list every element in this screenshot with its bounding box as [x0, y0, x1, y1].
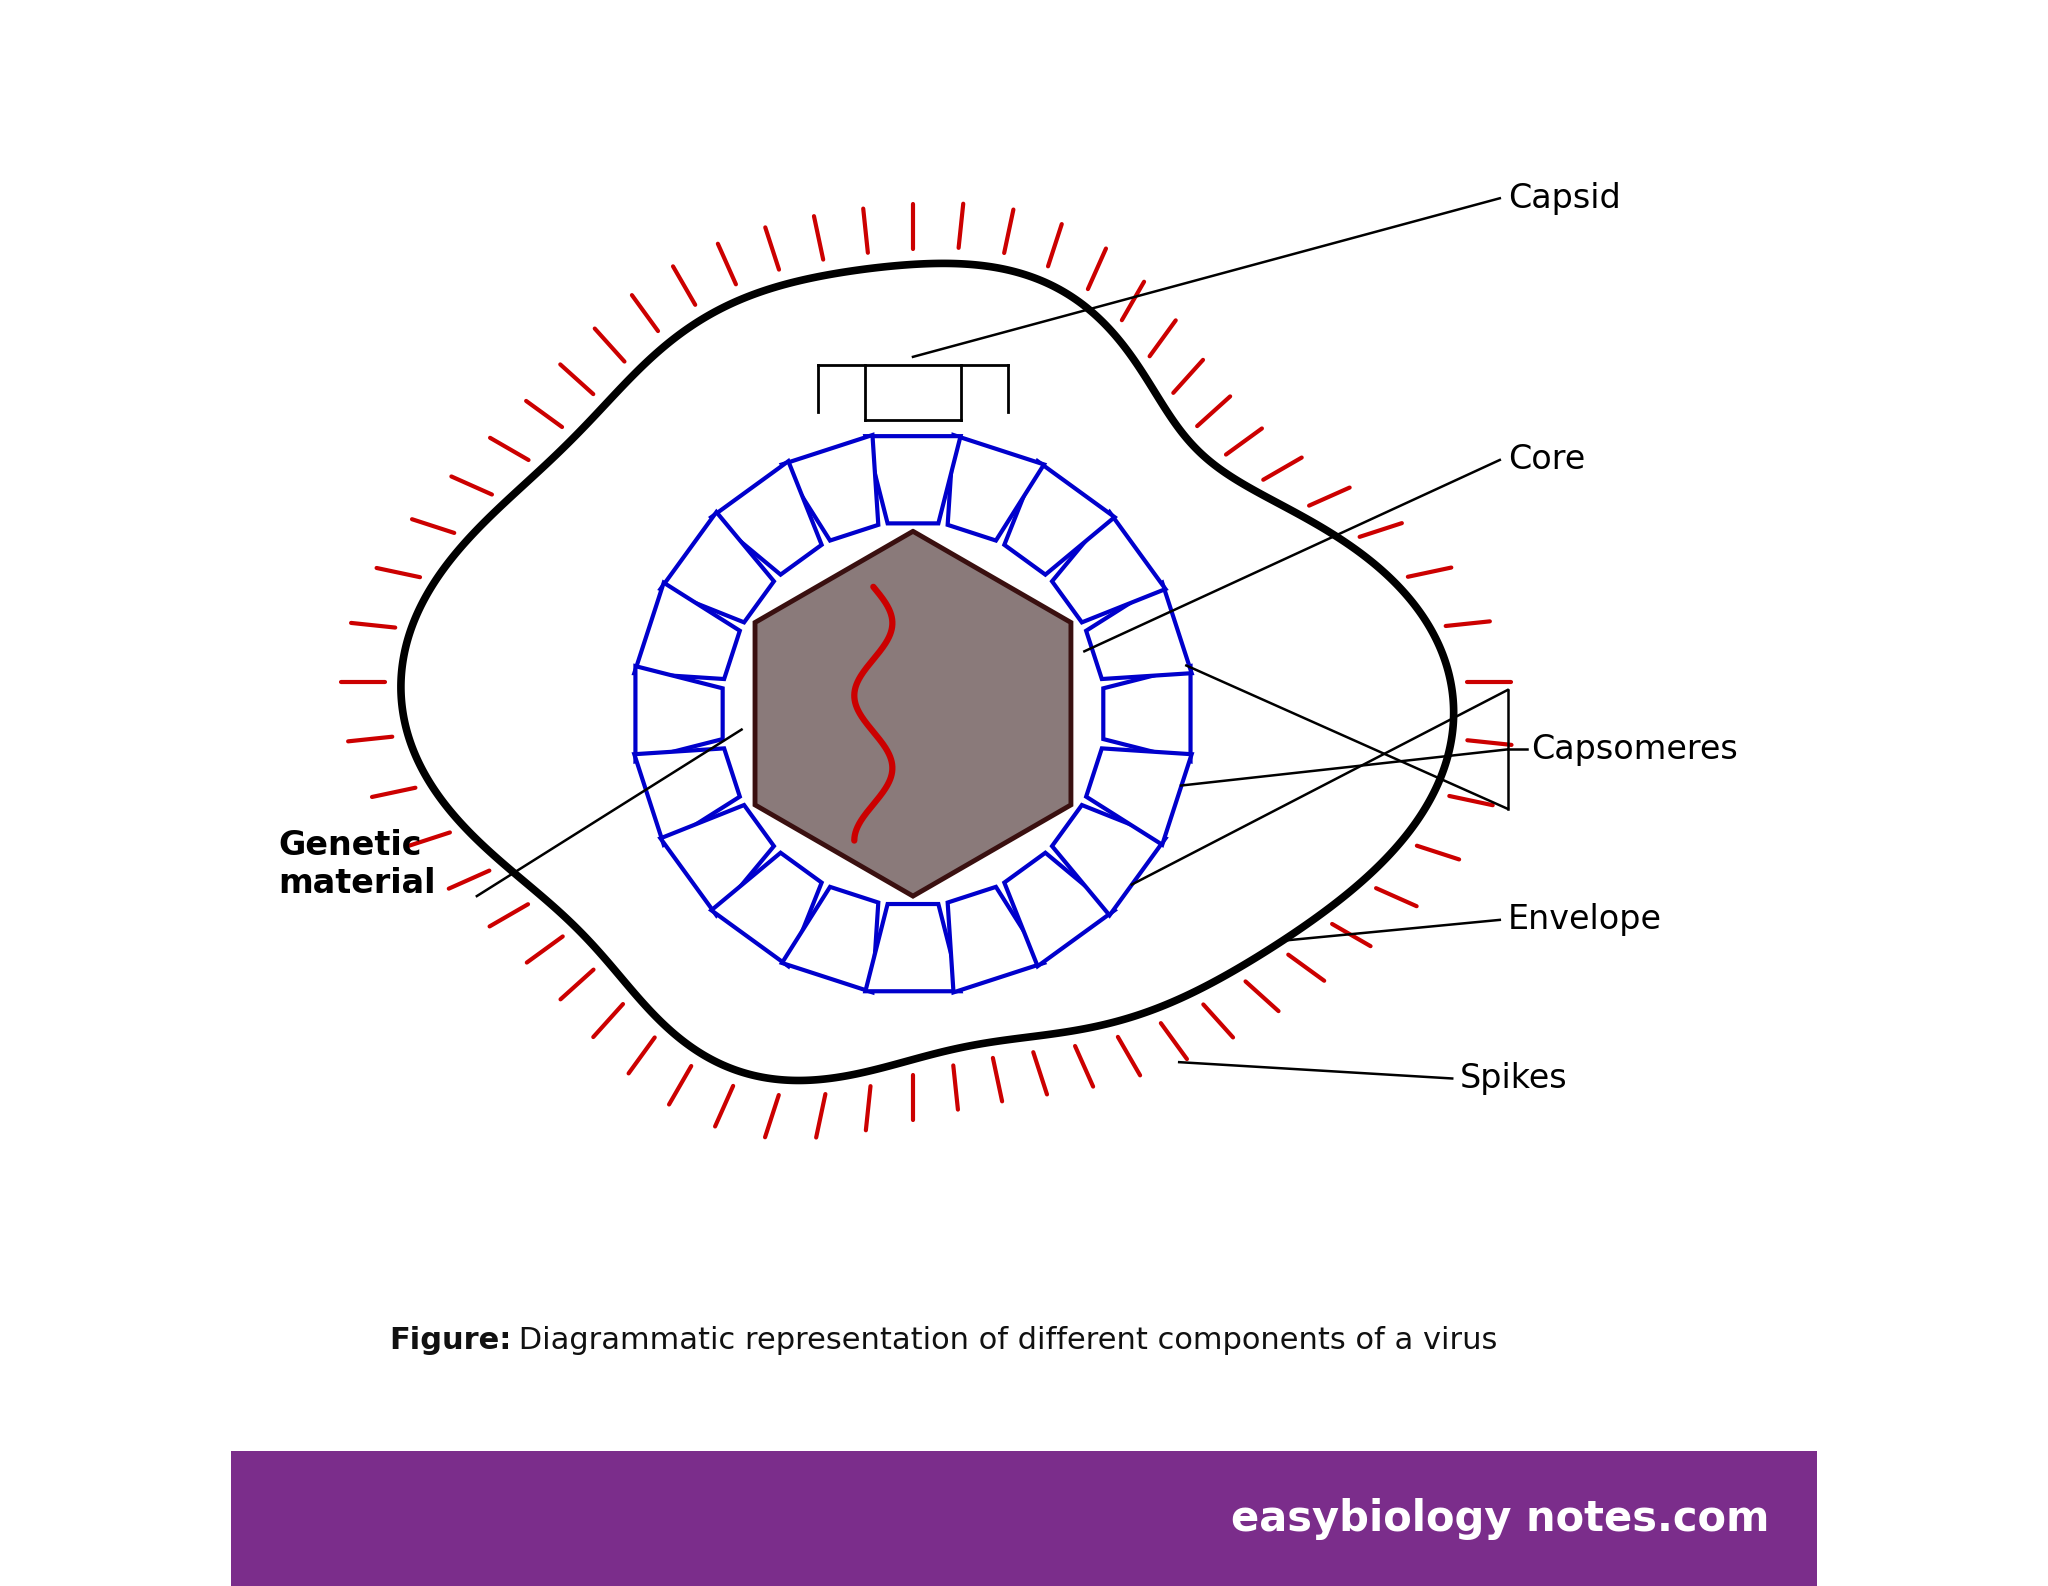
Text: Spikes: Spikes — [1460, 1063, 1569, 1094]
Polygon shape — [1085, 582, 1192, 679]
Text: easybiology notes.com: easybiology notes.com — [1231, 1497, 1769, 1540]
Polygon shape — [866, 436, 961, 523]
Text: Diagrammatic representation of different components of a virus: Diagrammatic representation of different… — [508, 1326, 1497, 1354]
Polygon shape — [782, 435, 879, 541]
Polygon shape — [1004, 853, 1114, 966]
Polygon shape — [1085, 749, 1192, 845]
Text: Genetic
material: Genetic material — [279, 829, 436, 899]
Polygon shape — [866, 904, 961, 991]
Polygon shape — [948, 435, 1044, 541]
Text: Envelope: Envelope — [1507, 904, 1661, 936]
Polygon shape — [1053, 512, 1165, 622]
Text: Core: Core — [1507, 444, 1585, 476]
Text: Capsomeres: Capsomeres — [1532, 733, 1739, 766]
Polygon shape — [635, 749, 739, 845]
Text: Figure:: Figure: — [389, 1326, 512, 1354]
Polygon shape — [659, 806, 774, 915]
Polygon shape — [711, 853, 821, 966]
Polygon shape — [782, 887, 879, 993]
Polygon shape — [711, 462, 821, 574]
Polygon shape — [401, 263, 1454, 1080]
Polygon shape — [1004, 462, 1114, 574]
Polygon shape — [1104, 666, 1190, 761]
Polygon shape — [659, 512, 774, 622]
Bar — [231, 1451, 1817, 1586]
Polygon shape — [756, 531, 1071, 896]
Polygon shape — [1053, 806, 1165, 915]
Text: Capsid: Capsid — [1507, 182, 1620, 214]
Polygon shape — [948, 887, 1044, 993]
Polygon shape — [635, 582, 739, 679]
Polygon shape — [635, 666, 723, 761]
